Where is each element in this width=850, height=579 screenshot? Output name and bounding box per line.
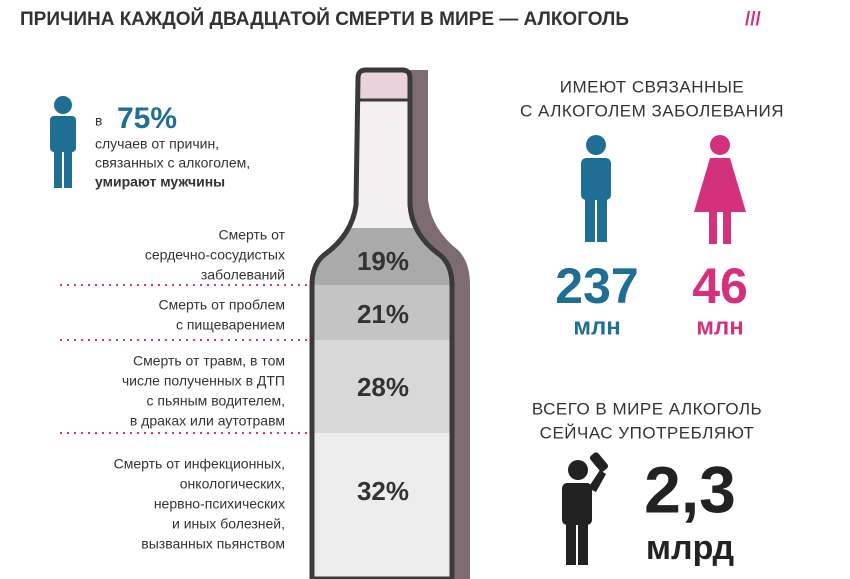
share-emphasis: умирают мужчины bbox=[95, 174, 225, 190]
cause-share: 21% bbox=[357, 299, 409, 329]
cause-label: Смерть от проблем bbox=[159, 297, 286, 313]
diseases-heading: ИМЕЮТ СВЯЗАННЫЕ bbox=[560, 77, 744, 96]
cause-label: заболеваний bbox=[201, 267, 285, 283]
cause-label: онкологических, bbox=[180, 476, 285, 492]
cause-label: числе полученных в ДТП bbox=[122, 373, 285, 389]
cause-label: вызванных пьянством bbox=[141, 536, 285, 552]
cause-label: Смерть от травм, в том bbox=[133, 353, 285, 369]
cause-label: сердечно-сосудистых bbox=[145, 247, 285, 263]
drinkers-heading: ВСЕГО В МИРЕ АЛКОГОЛЬ bbox=[532, 399, 762, 418]
cause-label: Смерть от bbox=[219, 227, 286, 243]
bottle-outline bbox=[309, 67, 455, 579]
female-icon bbox=[694, 135, 746, 244]
share-value: 75% bbox=[117, 102, 177, 135]
share-caption: случаев от причин, bbox=[95, 136, 219, 152]
title: ПРИЧИНА КАЖДОЙ ДВАДЦАТОЙ СМЕРТИ В МИРЕ —… bbox=[20, 8, 629, 30]
drinker-icon bbox=[562, 452, 609, 565]
cause-share: 28% bbox=[357, 372, 409, 402]
cause-label: и иных болезней, bbox=[172, 516, 285, 532]
cause-share: 32% bbox=[357, 476, 409, 506]
men-value: 237 bbox=[555, 258, 638, 314]
men-unit: млн bbox=[573, 313, 621, 340]
dividers bbox=[60, 284, 312, 434]
cause-label: с пьяным водителем, bbox=[147, 393, 285, 409]
women-value: 46 bbox=[692, 258, 748, 314]
title-mark: /// bbox=[745, 9, 762, 30]
cause-label: Смерть от инфекционных, bbox=[114, 456, 285, 472]
male-icon bbox=[50, 96, 76, 188]
share-caption: связанных с алкоголем, bbox=[95, 155, 250, 171]
drinkers-value: 2,3 bbox=[644, 452, 736, 526]
women-unit: млн bbox=[696, 313, 744, 340]
drinkers-unit: млрд bbox=[646, 529, 734, 567]
cause-label: нервно-психических bbox=[154, 496, 285, 512]
drinkers-heading: СЕЙЧАС УПОТРЕБЛЯЮТ bbox=[540, 423, 755, 442]
male-icon bbox=[581, 135, 611, 242]
cause-share: 19% bbox=[357, 246, 409, 276]
cause-label: с пищеварением bbox=[176, 317, 285, 333]
cause-label: в драках или аутотравм bbox=[130, 413, 285, 429]
diseases-heading: С АЛКОГОЛЕМ ЗАБОЛЕВАНИЯ bbox=[520, 101, 784, 120]
prefix: в bbox=[95, 113, 102, 129]
